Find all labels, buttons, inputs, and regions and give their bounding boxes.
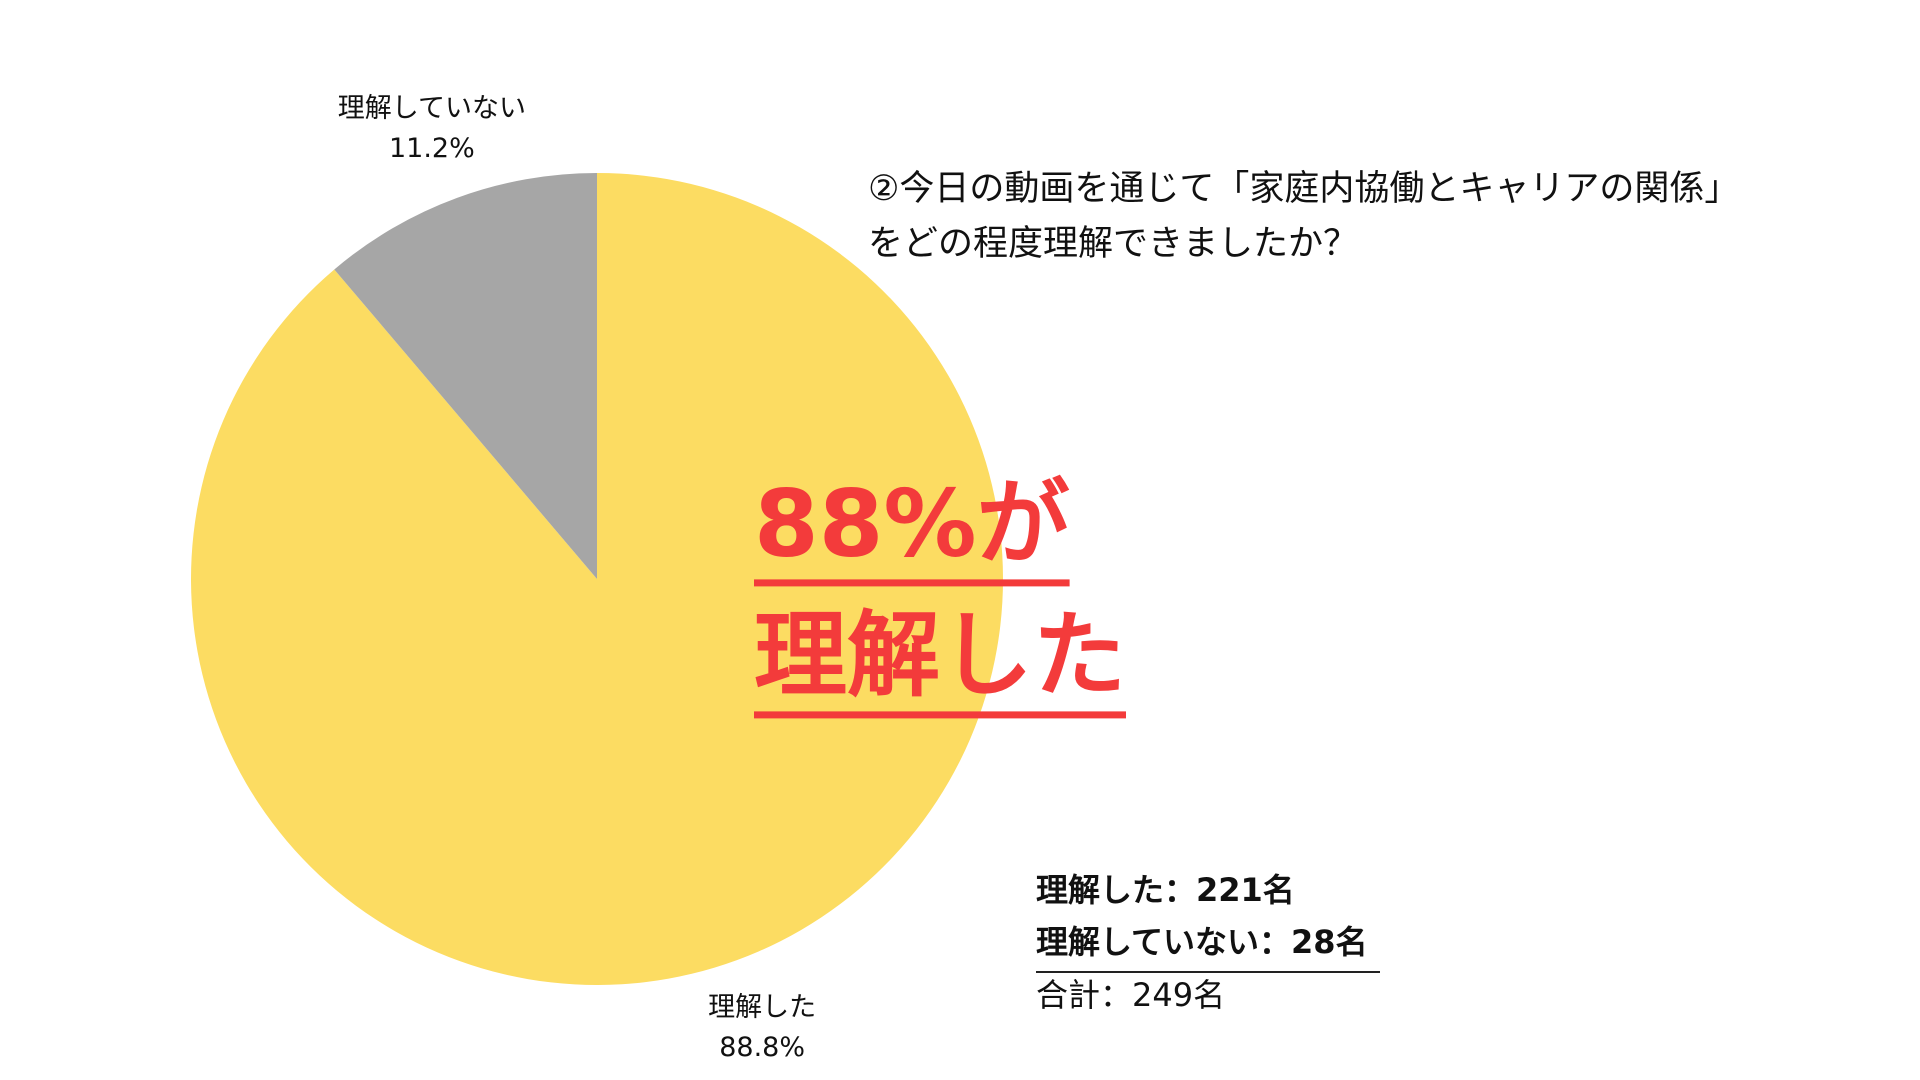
chart-title: をどの程度理解できましたか？ (868, 224, 1358, 264)
pie-slice (334, 173, 597, 579)
underline (754, 579, 1070, 587)
total-text: 合計：249名 (1036, 976, 1225, 1014)
count-text: 理解していない：28名 (1036, 923, 1368, 961)
chart-title: ②今日の動画を通じて「家庭内協働とキャリアの関係」 (868, 169, 1739, 209)
value-label: 11.2% (389, 133, 475, 164)
highlight-text: 理解した (754, 601, 1126, 709)
underline (754, 711, 1126, 719)
slice-label: 理解していない (338, 93, 526, 124)
value-label: 88.8% (719, 1032, 805, 1063)
count-text: 理解した：221名 (1036, 871, 1295, 909)
slice-label: 理解した (708, 992, 816, 1023)
pie (191, 173, 1004, 985)
highlight-text: 88%が (754, 469, 1070, 577)
